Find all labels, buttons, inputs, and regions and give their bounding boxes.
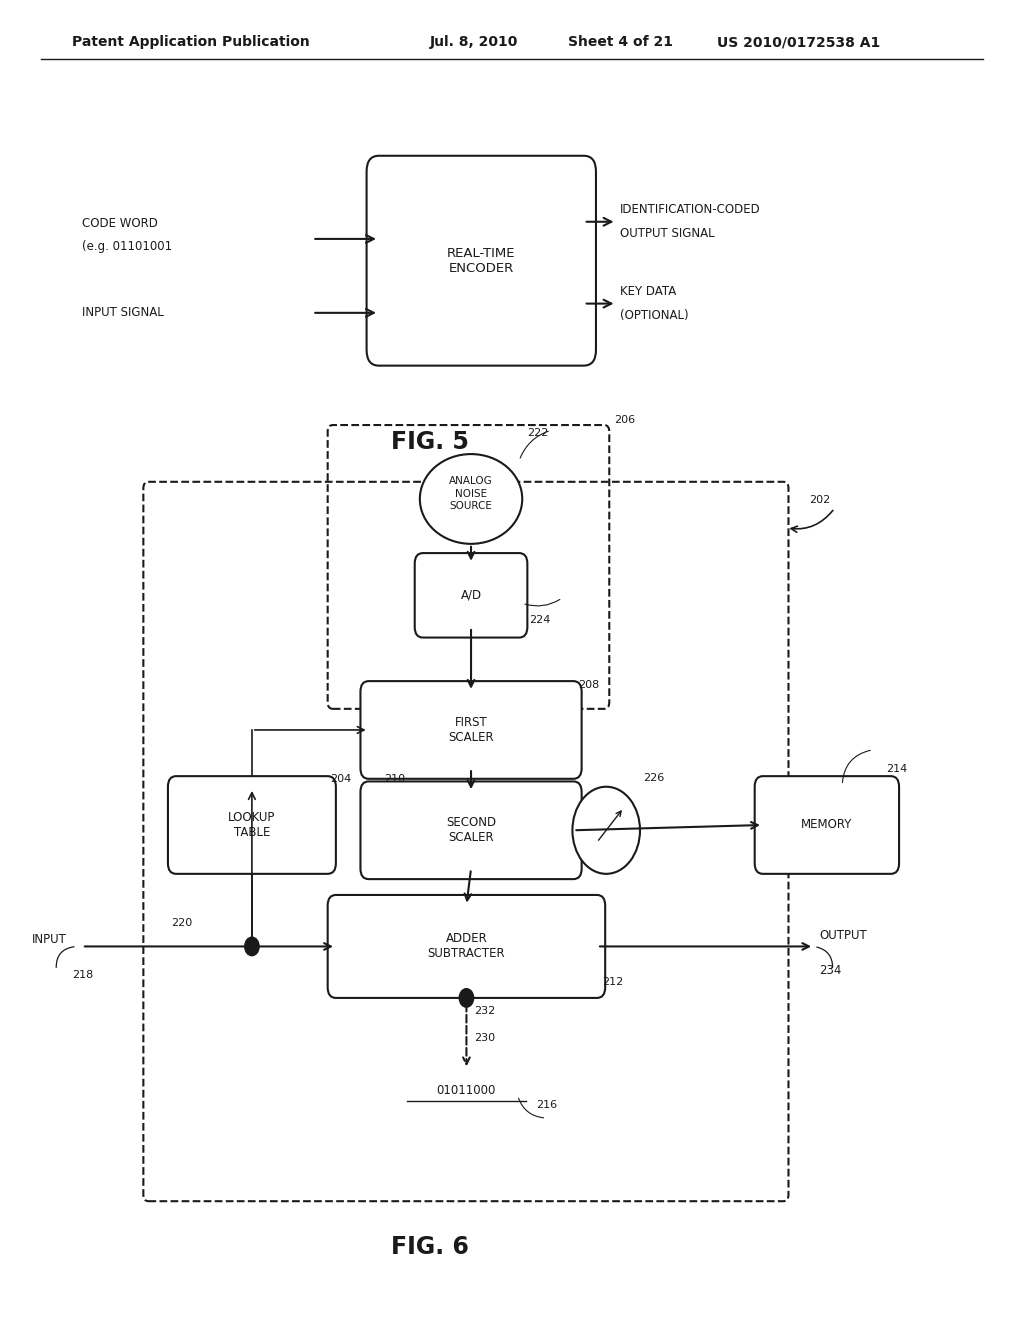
Ellipse shape [420, 454, 522, 544]
Text: SECOND
SCALER: SECOND SCALER [446, 816, 496, 845]
FancyBboxPatch shape [755, 776, 899, 874]
Text: 230: 230 [475, 1032, 496, 1043]
Text: 218: 218 [72, 970, 93, 981]
Text: 216: 216 [537, 1100, 557, 1110]
Text: 222: 222 [527, 428, 549, 438]
Text: 224: 224 [529, 615, 551, 626]
Text: FIG. 6: FIG. 6 [391, 1236, 469, 1259]
Text: LOOKUP
TABLE: LOOKUP TABLE [228, 810, 275, 840]
Text: 232: 232 [475, 1006, 496, 1016]
Text: 220: 220 [171, 917, 193, 928]
FancyBboxPatch shape [360, 681, 582, 779]
Text: INPUT: INPUT [32, 933, 67, 946]
FancyBboxPatch shape [415, 553, 527, 638]
FancyBboxPatch shape [168, 776, 336, 874]
Text: 214: 214 [886, 763, 907, 774]
Text: OUTPUT: OUTPUT [819, 929, 867, 942]
Text: US 2010/0172538 A1: US 2010/0172538 A1 [717, 36, 880, 49]
Text: Sheet 4 of 21: Sheet 4 of 21 [568, 36, 674, 49]
Text: 202: 202 [809, 495, 830, 506]
Text: IDENTIFICATION-CODED: IDENTIFICATION-CODED [620, 203, 760, 216]
Text: Patent Application Publication: Patent Application Publication [72, 36, 309, 49]
Text: (OPTIONAL): (OPTIONAL) [620, 309, 688, 322]
Text: OUTPUT SIGNAL: OUTPUT SIGNAL [620, 227, 714, 240]
Text: KEY DATA: KEY DATA [620, 285, 676, 298]
Text: REAL-TIME
ENCODER: REAL-TIME ENCODER [447, 247, 515, 275]
Circle shape [245, 937, 259, 956]
Text: 226: 226 [643, 772, 665, 783]
FancyBboxPatch shape [360, 781, 582, 879]
Text: INPUT SIGNAL: INPUT SIGNAL [82, 306, 164, 319]
Text: 01011000: 01011000 [437, 1084, 496, 1097]
Text: 204: 204 [330, 774, 351, 784]
Text: ANALOG
NOISE
SOURCE: ANALOG NOISE SOURCE [450, 477, 493, 511]
FancyBboxPatch shape [367, 156, 596, 366]
Text: FIRST
SCALER: FIRST SCALER [449, 715, 494, 744]
Text: 210: 210 [384, 774, 406, 784]
Circle shape [459, 989, 473, 1007]
Circle shape [572, 787, 640, 874]
Text: (e.g. 01101001: (e.g. 01101001 [82, 240, 172, 253]
Text: A/D: A/D [461, 589, 481, 602]
FancyBboxPatch shape [328, 895, 605, 998]
Text: 234: 234 [819, 964, 842, 977]
Text: Jul. 8, 2010: Jul. 8, 2010 [430, 36, 518, 49]
Text: 212: 212 [602, 977, 624, 987]
Text: MEMORY: MEMORY [801, 818, 853, 832]
Text: 206: 206 [614, 414, 636, 425]
Text: FIG. 5: FIG. 5 [391, 430, 469, 454]
Text: ADDER
SUBTRACTER: ADDER SUBTRACTER [428, 932, 505, 961]
Text: CODE WORD: CODE WORD [82, 216, 158, 230]
Text: 208: 208 [579, 680, 600, 690]
